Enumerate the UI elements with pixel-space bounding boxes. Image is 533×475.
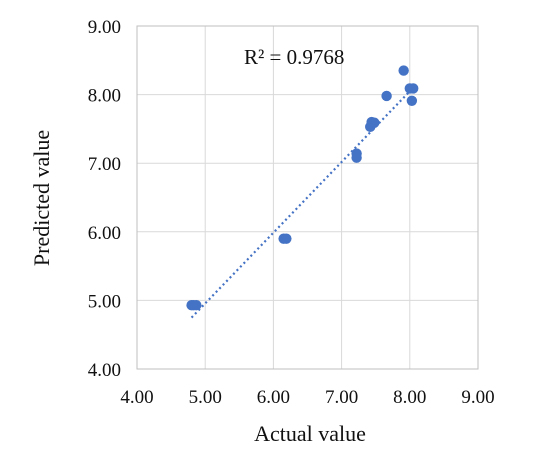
plot-area-border (136, 25, 479, 370)
x-tick-label: 7.00 (325, 387, 358, 408)
data-points (186, 65, 419, 311)
x-tick-label: 5.00 (189, 387, 222, 408)
trendline (190, 86, 415, 319)
data-point (281, 233, 292, 244)
data-point (408, 83, 419, 94)
y-tick-label: 6.00 (88, 223, 121, 244)
tick-labels: 4.00 5.00 6.00 7.00 8.00 9.00 4.00 5.00 6.00 7.00… (88, 17, 495, 408)
data-point (381, 90, 392, 102)
data-point (406, 95, 418, 106)
x-tick-label: 9.00 (461, 387, 494, 408)
y-tick-label: 7.00 (88, 154, 121, 175)
y-tick-label: 9.00 (88, 17, 121, 38)
y-tick-label: 5.00 (88, 291, 121, 312)
data-point (191, 300, 202, 311)
data-point (351, 148, 362, 159)
x-tick-label: 8.00 (393, 387, 426, 408)
data-point (398, 65, 409, 76)
r-squared-annotation: R² = 0.9768 (244, 45, 344, 69)
y-axis-title: Predicted value (29, 130, 54, 266)
y-tick-label: 8.00 (88, 86, 121, 107)
x-tick-label: 4.00 (120, 387, 153, 408)
x-tick-label: 6.00 (257, 387, 290, 408)
x-axis-title: Actual value (254, 421, 366, 446)
y-tick-label: 4.00 (88, 360, 121, 381)
data-point (369, 117, 380, 128)
